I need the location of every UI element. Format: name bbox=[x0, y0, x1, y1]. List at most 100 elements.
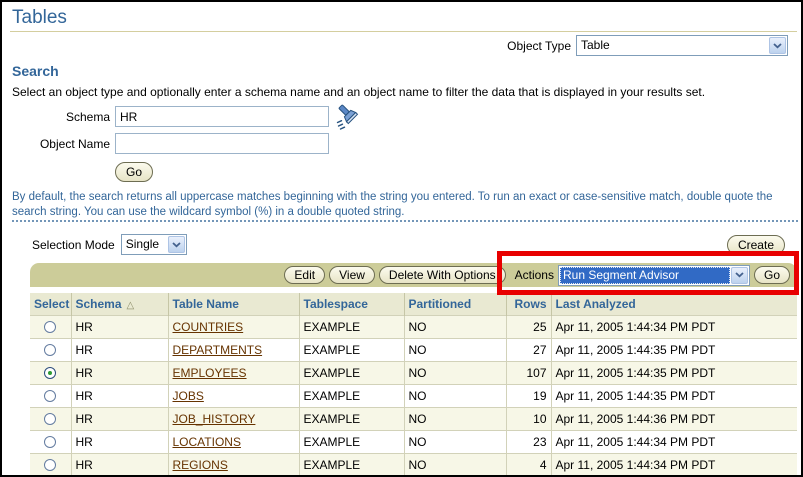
partitioned-cell: NO bbox=[403, 429, 506, 453]
rows-count-cell: 27 bbox=[505, 337, 551, 361]
table-row: HR JOB_HISTORY EXAMPLE NO 10 Apr 11, 2005 1:4… bbox=[30, 406, 797, 430]
selection-mode-value: Single bbox=[125, 237, 160, 251]
partitioned-cell: NO bbox=[403, 337, 506, 361]
column-header-tablespace[interactable]: Tablespace bbox=[298, 293, 404, 315]
tablespace-cell: EXAMPLE bbox=[298, 406, 404, 430]
results-table-body: HR COUNTRIES EXAMPLE NO 25 Apr 11, 2005 1:44:… bbox=[30, 314, 797, 475]
partitioned-cell: NO bbox=[403, 314, 506, 338]
table-name-link[interactable]: REGIONS bbox=[172, 457, 228, 472]
column-header-label: Last Analyzed bbox=[555, 296, 636, 311]
table-row: HR JOBS EXAMPLE NO 19 Apr 11, 2005 1:44:35 PM… bbox=[30, 383, 797, 407]
tablespace-cell: EXAMPLE bbox=[298, 429, 404, 453]
rows-count-cell: 10 bbox=[505, 406, 551, 430]
row-select-radio[interactable] bbox=[44, 436, 57, 449]
search-go-row: Go bbox=[115, 162, 154, 182]
column-header-select[interactable]: Select bbox=[30, 293, 71, 315]
column-header-rows[interactable]: Rows bbox=[505, 293, 551, 315]
selection-mode-select[interactable]: Single bbox=[120, 234, 187, 255]
column-header-label: Tablespace bbox=[303, 296, 368, 311]
page-title: Tables bbox=[12, 7, 67, 28]
row-select-radio[interactable] bbox=[44, 390, 57, 403]
partitioned-cell: NO bbox=[403, 452, 506, 475]
row-select-radio[interactable] bbox=[44, 459, 57, 472]
rows-count-cell: 107 bbox=[505, 360, 551, 384]
actions-select[interactable]: Run Segment Advisor bbox=[557, 264, 750, 286]
table-header-row: Select Schema △ Table Name Tablespace Partiti… bbox=[30, 293, 797, 315]
row-select-radio[interactable] bbox=[44, 413, 57, 426]
schema-cell: HR bbox=[70, 452, 168, 475]
search-description: Select an object type and optionally ent… bbox=[12, 85, 706, 99]
table-row: HR COUNTRIES EXAMPLE NO 25 Apr 11, 2005 1:44:… bbox=[30, 314, 797, 338]
tablespace-cell: EXAMPLE bbox=[298, 383, 404, 407]
delete-with-options-button[interactable]: Delete With Options bbox=[378, 266, 506, 284]
tablespace-cell: EXAMPLE bbox=[298, 314, 404, 338]
schema-input[interactable] bbox=[115, 106, 329, 127]
rows-count-cell: 4 bbox=[505, 452, 551, 475]
column-header-schema[interactable]: Schema △ bbox=[70, 293, 168, 315]
table-row: HR LOCATIONS EXAMPLE NO 23 Apr 11, 2005 1:44:… bbox=[30, 429, 797, 453]
search-lookup-flashlight-icon[interactable] bbox=[336, 103, 362, 130]
chevron-down-icon[interactable] bbox=[769, 37, 786, 54]
schema-cell: HR bbox=[70, 383, 168, 407]
column-header-label: Schema bbox=[75, 296, 122, 311]
row-select-radio[interactable] bbox=[44, 367, 57, 380]
last-analyzed-cell: Apr 11, 2005 1:44:34 PM PDT bbox=[550, 452, 797, 475]
tablespace-cell: EXAMPLE bbox=[298, 337, 404, 361]
results-table: Select Schema △ Table Name Tablespace Partiti… bbox=[30, 293, 797, 475]
actions-go-button[interactable]: Go bbox=[753, 266, 790, 284]
search-heading: Search bbox=[12, 63, 59, 79]
object-type-label: Object Type bbox=[507, 38, 571, 53]
object-name-label: Object Name bbox=[39, 136, 110, 151]
rows-count-cell: 23 bbox=[505, 429, 551, 453]
column-header-label: Rows bbox=[514, 296, 547, 311]
partitioned-cell: NO bbox=[403, 383, 506, 407]
schema-cell: HR bbox=[70, 314, 168, 338]
column-header-label: Table Name bbox=[172, 296, 239, 311]
object-name-field-row: Object Name bbox=[2, 133, 329, 154]
edit-button[interactable]: Edit bbox=[284, 266, 326, 284]
object-type-select[interactable]: Table bbox=[576, 35, 788, 56]
chevron-down-icon[interactable] bbox=[167, 236, 185, 253]
results-toolbar: Edit View Delete With Options Actions Ru… bbox=[30, 263, 797, 287]
column-header-table-name[interactable]: Table Name bbox=[167, 293, 299, 315]
table-name-link[interactable]: COUNTRIES bbox=[172, 319, 244, 334]
column-header-label: Partitioned bbox=[408, 296, 472, 311]
schema-cell: HR bbox=[70, 429, 168, 453]
search-go-button[interactable]: Go bbox=[115, 162, 154, 182]
row-select-radio[interactable] bbox=[44, 321, 57, 334]
chevron-down-icon[interactable] bbox=[730, 266, 748, 284]
schema-cell: HR bbox=[70, 360, 168, 384]
last-analyzed-cell: Apr 11, 2005 1:44:35 PM PDT bbox=[550, 360, 797, 384]
tablespace-cell: EXAMPLE bbox=[298, 452, 404, 475]
last-analyzed-cell: Apr 11, 2005 1:44:36 PM PDT bbox=[550, 406, 797, 430]
last-analyzed-cell: Apr 11, 2005 1:44:34 PM PDT bbox=[550, 314, 797, 338]
rows-count-cell: 25 bbox=[505, 314, 551, 338]
table-name-link[interactable]: LOCATIONS bbox=[172, 434, 241, 449]
schema-field-row: Schema bbox=[2, 103, 362, 130]
object-type-row: Object Type Table bbox=[507, 35, 788, 56]
object-name-input[interactable] bbox=[115, 133, 329, 154]
schema-label: Schema bbox=[65, 109, 110, 124]
column-header-last-analyzed[interactable]: Last Analyzed bbox=[550, 293, 797, 315]
table-name-link[interactable]: JOBS bbox=[172, 388, 204, 403]
schema-cell: HR bbox=[70, 406, 168, 430]
column-header-label: Select bbox=[34, 296, 70, 311]
row-select-radio[interactable] bbox=[44, 344, 57, 357]
view-button[interactable]: View bbox=[329, 266, 375, 284]
partitioned-cell: NO bbox=[403, 360, 506, 384]
table-name-link[interactable]: DEPARTMENTS bbox=[172, 342, 263, 357]
last-analyzed-cell: Apr 11, 2005 1:44:35 PM PDT bbox=[550, 337, 797, 361]
column-header-partitioned[interactable]: Partitioned bbox=[403, 293, 506, 315]
create-button[interactable]: Create bbox=[726, 235, 785, 255]
table-row: HR EMPLOYEES EXAMPLE NO 107 Apr 11, 2005 1:44… bbox=[30, 360, 797, 384]
search-note: By default, the search returns all upper… bbox=[12, 191, 773, 218]
last-analyzed-cell: Apr 11, 2005 1:44:35 PM PDT bbox=[550, 383, 797, 407]
table-name-link[interactable]: JOB_HISTORY bbox=[172, 411, 256, 426]
dotted-separator bbox=[12, 220, 798, 222]
table-name-link[interactable]: EMPLOYEES bbox=[172, 365, 247, 380]
sort-ascending-icon: △ bbox=[126, 299, 135, 311]
partitioned-cell: NO bbox=[403, 406, 506, 430]
schema-cell: HR bbox=[70, 337, 168, 361]
table-row: HR REGIONS EXAMPLE NO 4 Apr 11, 2005 1:44:34 … bbox=[30, 452, 797, 475]
